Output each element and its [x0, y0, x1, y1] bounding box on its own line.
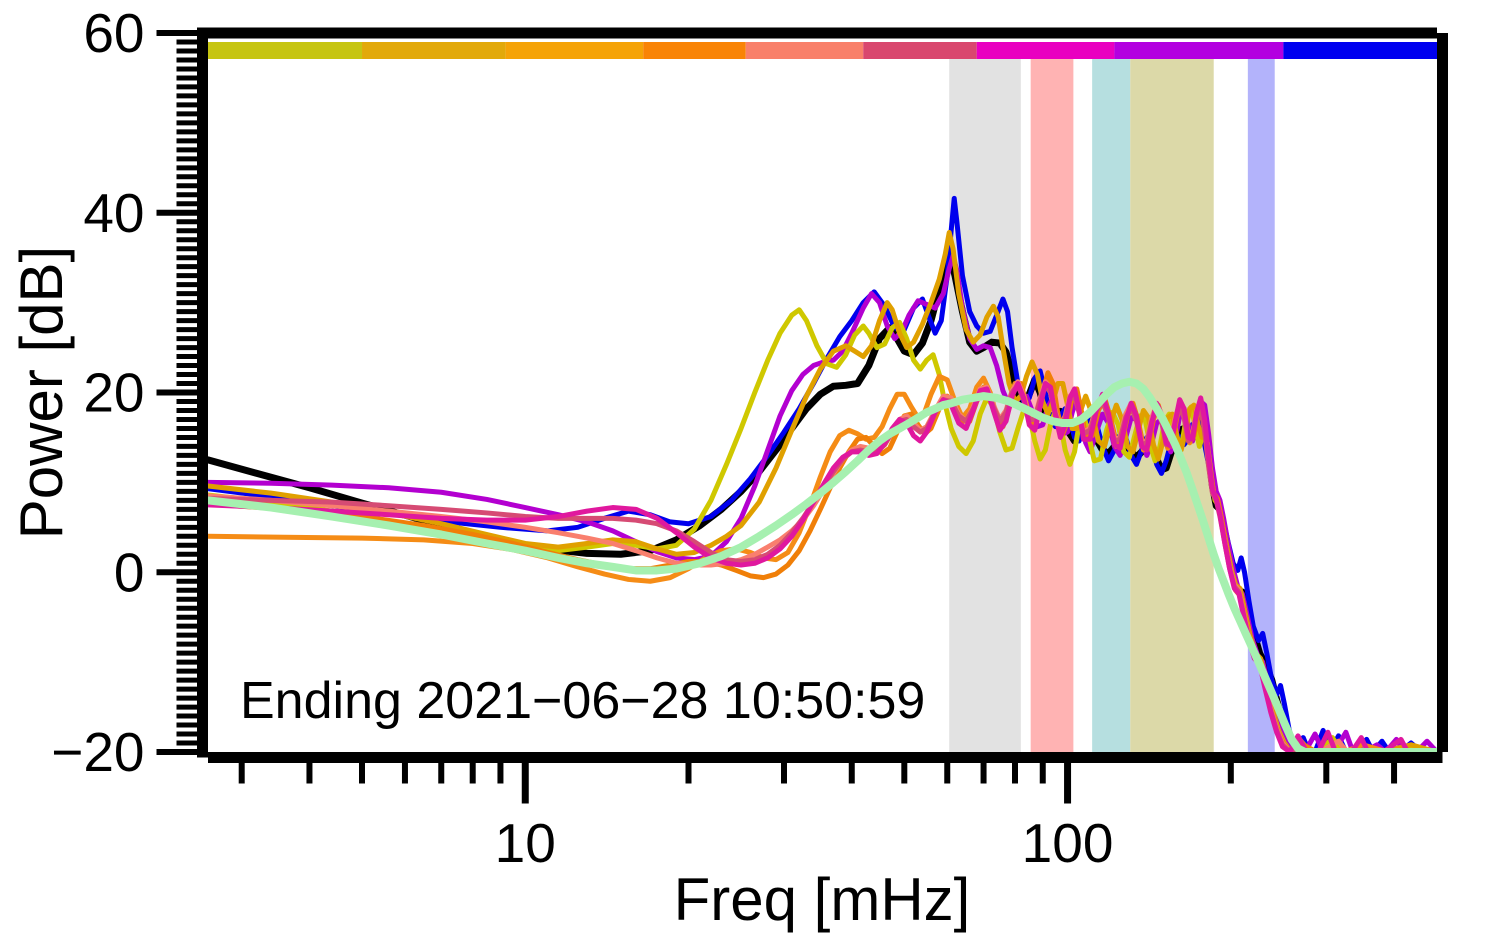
colorbar-layer — [208, 42, 1437, 59]
y-tick-label: 20 — [83, 362, 144, 424]
y-tick-label: 60 — [83, 2, 144, 64]
axis-ticks-layer — [156, 30, 1398, 804]
shaded-bands-layer — [949, 53, 1275, 752]
colorbar-segment-1 — [362, 42, 506, 59]
y-tick-label: 40 — [83, 182, 144, 244]
y-axis-title: Power [dB] — [8, 246, 75, 539]
colorbar-segment-3 — [643, 42, 746, 59]
ending-timestamp-annotation: Ending 2021−06−28 10:50:59 — [240, 672, 925, 730]
series-layer — [204, 195, 1441, 756]
x-tick-label: 10 — [495, 812, 556, 874]
colorbar-segment-7 — [1114, 42, 1284, 59]
colorbar-segment-8 — [1283, 42, 1437, 59]
colorbar-segment-4 — [745, 42, 864, 59]
series-green — [204, 377, 1441, 756]
x-axis-title: Freq [mHz] — [674, 866, 971, 933]
axis-tick-labels-layer: −20 0 20 40 60 10 100 — [51, 2, 1113, 874]
colorbar-segment-6 — [976, 42, 1115, 59]
colorbar-segment-5 — [863, 42, 977, 59]
colorbar-segment-0 — [208, 42, 363, 59]
x-tick-label: 100 — [1022, 812, 1114, 874]
y-tick-label: 0 — [114, 541, 145, 603]
colorbar-segment-2 — [505, 42, 644, 59]
y-tick-label: −20 — [51, 721, 144, 783]
